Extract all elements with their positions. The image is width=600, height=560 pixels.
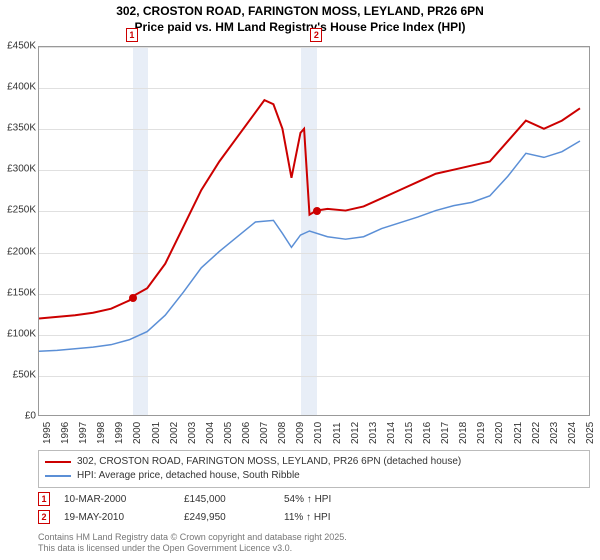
x-tick-label: 1997	[78, 422, 89, 444]
x-tick-label: 2006	[241, 422, 252, 444]
events-table: 1 10-MAR-2000 £145,000 54% ↑ HPI 2 19-MA…	[38, 490, 590, 526]
title-line-2: Price paid vs. HM Land Registry's House …	[0, 20, 600, 36]
legend-label-hpi: HPI: Average price, detached house, Sout…	[77, 469, 300, 483]
x-tick-label: 2003	[187, 422, 198, 444]
series-line	[39, 141, 580, 351]
x-tick-label: 2012	[350, 422, 361, 444]
x-tick-label: 2013	[368, 422, 379, 444]
x-tick-label: 1998	[96, 422, 107, 444]
series-lines	[39, 47, 589, 415]
y-tick-label: £350K	[2, 123, 36, 134]
legend-swatch-hpi	[45, 475, 71, 477]
y-tick-label: £50K	[2, 369, 36, 380]
title-line-1: 302, CROSTON ROAD, FARINGTON MOSS, LEYLA…	[0, 4, 600, 20]
x-tick-label: 1995	[42, 422, 53, 444]
event-price-2: £249,950	[184, 512, 284, 523]
x-tick-label: 2023	[549, 422, 560, 444]
x-tick-label: 2025	[585, 422, 596, 444]
event-marker-flag: 2	[310, 28, 322, 42]
y-tick-label: £300K	[2, 164, 36, 175]
event-delta-1: 54% ↑ HPI	[284, 494, 384, 505]
footer-line-2: This data is licensed under the Open Gov…	[38, 543, 347, 554]
title-block: 302, CROSTON ROAD, FARINGTON MOSS, LEYLA…	[0, 0, 600, 37]
y-tick-label: £450K	[2, 41, 36, 52]
x-tick-label: 2007	[259, 422, 270, 444]
x-tick-label: 2017	[440, 422, 451, 444]
event-price-1: £145,000	[184, 494, 284, 505]
chart-plot-area	[38, 46, 590, 416]
x-tick-label: 2018	[458, 422, 469, 444]
x-tick-label: 2008	[277, 422, 288, 444]
event-row-1: 1 10-MAR-2000 £145,000 54% ↑ HPI	[38, 490, 590, 508]
x-tick-label: 2019	[476, 422, 487, 444]
y-tick-label: £100K	[2, 328, 36, 339]
x-tick-label: 2004	[205, 422, 216, 444]
x-tick-label: 2009	[295, 422, 306, 444]
x-tick-label: 2011	[332, 422, 343, 444]
series-line	[39, 100, 580, 318]
footer-attribution: Contains HM Land Registry data © Crown c…	[38, 532, 347, 554]
x-tick-label: 2020	[494, 422, 505, 444]
x-tick-label: 2021	[513, 422, 524, 444]
x-tick-label: 1996	[60, 422, 71, 444]
event-date-1: 10-MAR-2000	[64, 494, 184, 505]
legend-item-price-paid: 302, CROSTON ROAD, FARINGTON MOSS, LEYLA…	[45, 455, 583, 469]
event-row-2: 2 19-MAY-2010 £249,950 11% ↑ HPI	[38, 508, 590, 526]
legend: 302, CROSTON ROAD, FARINGTON MOSS, LEYLA…	[38, 450, 590, 488]
legend-swatch-price-paid	[45, 461, 71, 463]
x-tick-label: 2002	[169, 422, 180, 444]
x-tick-label: 2001	[151, 422, 162, 444]
chart-container: 302, CROSTON ROAD, FARINGTON MOSS, LEYLA…	[0, 0, 600, 560]
footer-line-1: Contains HM Land Registry data © Crown c…	[38, 532, 347, 543]
event-date-2: 19-MAY-2010	[64, 512, 184, 523]
legend-label-price-paid: 302, CROSTON ROAD, FARINGTON MOSS, LEYLA…	[77, 455, 461, 469]
y-tick-label: £0	[2, 411, 36, 422]
x-tick-label: 2005	[223, 422, 234, 444]
x-tick-label: 2016	[422, 422, 433, 444]
event-delta-2: 11% ↑ HPI	[284, 512, 384, 523]
x-tick-label: 2014	[386, 422, 397, 444]
x-tick-label: 1999	[114, 422, 125, 444]
x-tick-label: 2010	[313, 422, 324, 444]
plot-region	[39, 47, 589, 415]
event-marker-2: 2	[38, 510, 50, 524]
x-tick-label: 2022	[531, 422, 542, 444]
legend-item-hpi: HPI: Average price, detached house, Sout…	[45, 469, 583, 483]
x-tick-label: 2015	[404, 422, 415, 444]
event-marker-1: 1	[38, 492, 50, 506]
event-point-dot	[129, 294, 137, 302]
x-tick-label: 2024	[567, 422, 578, 444]
y-tick-label: £150K	[2, 287, 36, 298]
y-tick-label: £400K	[2, 82, 36, 93]
event-marker-flag: 1	[126, 28, 138, 42]
event-point-dot	[313, 207, 321, 215]
y-tick-label: £250K	[2, 205, 36, 216]
y-tick-label: £200K	[2, 246, 36, 257]
x-tick-label: 2000	[132, 422, 143, 444]
